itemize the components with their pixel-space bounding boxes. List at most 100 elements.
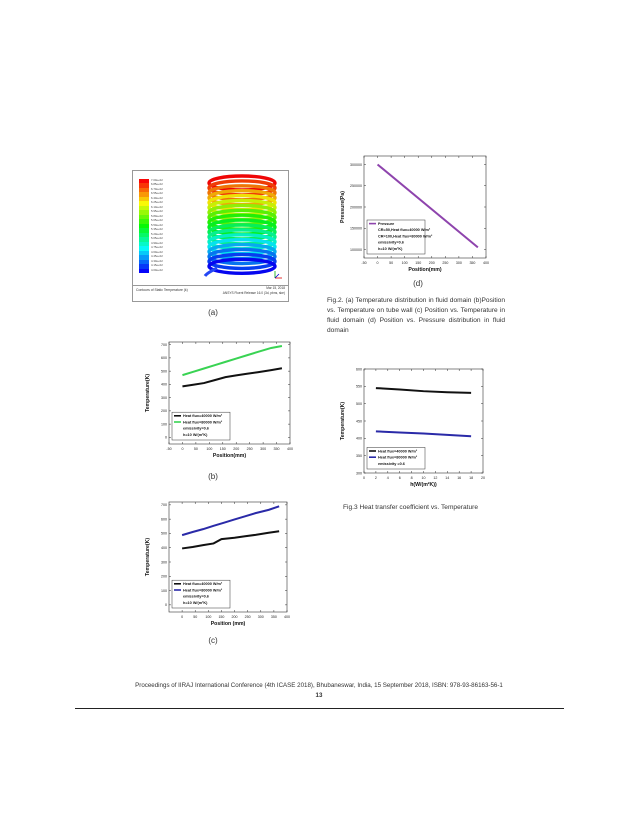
y-tick-label: 500 (356, 402, 362, 406)
colorbar-swatch (139, 210, 149, 216)
y-tick-label: 300 (161, 560, 167, 564)
y-tick-label: 500 (161, 532, 167, 536)
colorbar-swatch (139, 219, 149, 225)
series-line (182, 344, 283, 377)
colorbar-value: 5.95e+02 (151, 209, 163, 214)
legend-entry: CR=100,Heat flux=80000 W/m² (378, 234, 433, 238)
colorbar-swatch (139, 187, 149, 193)
colorbar-value: 6.85e+02 (151, 182, 163, 187)
legend-entry: Heat flux=40000 W/m² (183, 582, 223, 586)
colorbar-value: 4.00e+02 (151, 267, 163, 272)
x-tick-label: 350 (469, 261, 475, 265)
colorbar-swatch (139, 237, 149, 242)
legend-box (171, 411, 231, 441)
colorbar-swatch (139, 264, 149, 269)
colorbar-value: 6.70e+02 (151, 186, 163, 191)
colorbar-swatch (139, 241, 149, 247)
colorbar-value: 4.75e+02 (151, 245, 163, 250)
colorbar-swatch (139, 214, 149, 220)
y-tick-label: 100 (161, 589, 167, 593)
x-tick-label: 0 (363, 476, 365, 480)
legend-entry: h=10 W/(m²K) (183, 601, 208, 605)
x-tick-label: -50 (166, 447, 171, 451)
chart-c-fluid-temperature: 0 50 100 150 200 250 300 350 400 0 100 200 300 400 500… (145, 501, 290, 626)
series-line (181, 505, 280, 537)
colorbar-value: 5.65e+02 (151, 218, 163, 223)
legend-box (171, 579, 231, 609)
x-tick-label: 200 (232, 615, 238, 619)
colorbar-value: 4.60e+02 (151, 249, 163, 254)
y-tick-label: 300 (161, 396, 167, 400)
x-tick-label: 14 (445, 476, 449, 480)
x-tick-label: 2 (375, 476, 377, 480)
colorbar-value: 6.40e+02 (151, 195, 163, 200)
x-tick-label: 8 (411, 476, 413, 480)
legend-entry: Heat flux=80000 W/m² (183, 420, 223, 424)
legend-entry: Heat flux=80000 W/m² (378, 456, 418, 460)
chart-fig3-htc: 0 2 4 6 8 10 12 14 16 18 20 300 350 400 450 500 550 600 h(… (340, 367, 485, 488)
x-tick-label: 100 (206, 447, 212, 451)
x-axis-label: h(W/(m²K)) (410, 482, 437, 488)
x-tick-label: 0 (377, 261, 379, 265)
x-tick-label: 0 (181, 447, 183, 451)
x-tick-label: 10 (422, 476, 426, 480)
legend-entry: Pressure (378, 222, 394, 226)
colorbar-value: 5.50e+02 (151, 222, 163, 227)
legend-entry: Heat flux=80000 W/m² (183, 588, 223, 592)
legend-box (366, 447, 426, 470)
x-tick-label: 18 (469, 476, 473, 480)
colorbar-value: 7.00e+02 (151, 178, 163, 182)
figure-d-label: (d) (413, 279, 423, 288)
legend-entry: CR=50,Heat flux=40000 W/m² (378, 228, 431, 232)
x-tick-label: 150 (220, 447, 226, 451)
x-tick-label: 150 (415, 261, 421, 265)
coil-render (203, 174, 277, 277)
figure-b-label: (b) (208, 472, 218, 481)
colorbar-swatch (139, 246, 149, 251)
footer-rule (75, 708, 564, 709)
colorbar-value: 5.05e+02 (151, 236, 163, 241)
legend-entry: emissivity =0.6 (378, 462, 405, 466)
coil-inlet (203, 266, 218, 277)
colorbar-value: 4.30e+02 (151, 258, 163, 263)
x-tick-label: 250 (442, 261, 448, 265)
figure-a-panel: 7.00e+02 6.85e+02 6.70e+02 6.55e+02 6.40e+02… (132, 170, 289, 302)
coil-turn (207, 247, 277, 266)
legend-entry: emissivity=0.6 (183, 427, 209, 431)
x-tick-label: 350 (271, 615, 277, 619)
axis-triad-icon (273, 267, 283, 279)
x-tick-label: 12 (433, 476, 437, 480)
y-tick-label: 700 (161, 343, 167, 347)
x-axis-label: Position(mm) (213, 453, 246, 459)
x-tick-label: 50 (194, 447, 198, 451)
x-tick-label: 250 (247, 447, 253, 451)
colorbar-swatch (139, 228, 149, 233)
x-tick-label: 400 (284, 615, 290, 619)
y-tick-label: 0 (165, 436, 167, 440)
x-tick-label: 20 (481, 476, 485, 480)
colorbar-swatch (139, 250, 149, 256)
x-tick-label: -50 (361, 261, 366, 265)
colorbar-value: 5.80e+02 (151, 213, 163, 218)
x-tick-label: 150 (218, 615, 224, 619)
x-tick-label: 50 (193, 615, 197, 619)
colorbar-swatch (139, 268, 149, 274)
x-tick-label: 300 (456, 261, 462, 265)
coil-turn (207, 252, 277, 271)
x-axis-label: Position(mm) (408, 267, 441, 273)
y-tick-label: 500 (161, 369, 167, 373)
fig3-caption: Fig.3 Heat transfer coefficient vs. Temp… (343, 504, 478, 511)
legend-entry: emissivity=0.6 (183, 595, 209, 599)
colorbar-value: 4.90e+02 (151, 240, 163, 245)
y-tick-label: 700 (161, 503, 167, 507)
x-tick-label: 200 (429, 261, 435, 265)
colorbar-swatch (139, 223, 149, 229)
chart-b-wall-temperature: -50 0 50 100 150 200 250 300 350 400 0 100 200 300 400… (145, 341, 293, 459)
y-tick-label: 600 (161, 356, 167, 360)
y-axis-label: Pressure(Pa) (340, 191, 346, 223)
figure-a-footer-date: Mar 15, 2018 (266, 286, 285, 290)
colorbar-value: 6.55e+02 (151, 191, 163, 196)
legend-box (366, 219, 426, 255)
series-line (182, 367, 283, 388)
y-tick-label: 200000 (350, 205, 362, 209)
